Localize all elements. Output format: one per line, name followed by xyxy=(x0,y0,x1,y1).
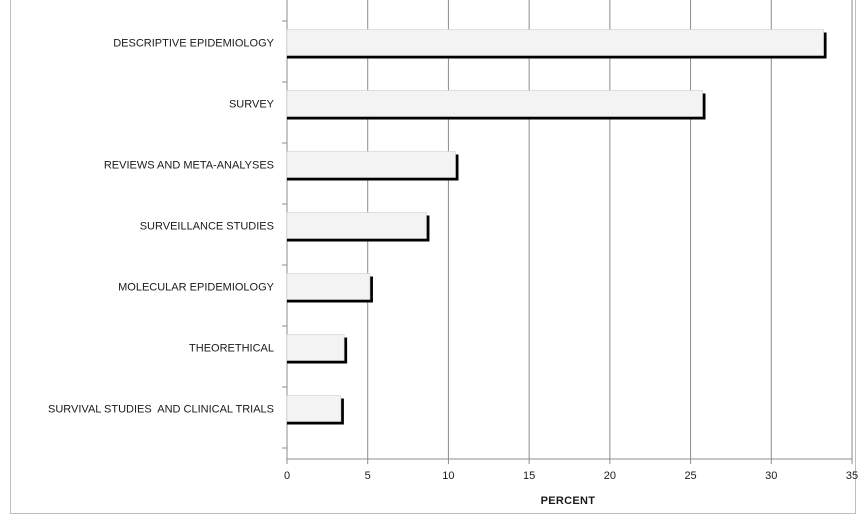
x-axis-title: PERCENT xyxy=(541,495,596,507)
bar xyxy=(286,395,342,422)
bar xyxy=(286,151,456,178)
x-tick-label-35: 35 xyxy=(846,470,858,482)
bar xyxy=(286,29,824,56)
x-tick-label-30: 30 xyxy=(765,470,777,482)
x-tick-label-20: 20 xyxy=(604,470,616,482)
x-tick-label-0: 0 xyxy=(284,470,290,482)
category-label: SURVEY xyxy=(229,99,275,111)
bar xyxy=(286,90,703,117)
category-label: THEORETHICAL xyxy=(189,343,274,355)
bar xyxy=(286,334,345,361)
chart-frame xyxy=(10,0,856,514)
category-label: MOLECULAR EPIDEMIOLOGY xyxy=(118,282,275,294)
bar xyxy=(286,212,427,239)
x-tick-labels: 0 5 10 15 20 25 30 35 xyxy=(284,470,858,482)
category-label: DESCRIPTIVE EPIDEMIOLOGY xyxy=(113,38,274,50)
x-tick-label-5: 5 xyxy=(365,470,371,482)
x-tick-label-25: 25 xyxy=(684,470,696,482)
x-tick-label-10: 10 xyxy=(442,470,454,482)
bars xyxy=(286,29,827,425)
x-tick-label-15: 15 xyxy=(523,470,535,482)
grid-lines xyxy=(367,0,853,459)
bar xyxy=(286,273,371,300)
category-labels: DESCRIPTIVE EPIDEMIOLOGY SURVEY REVIEWS AN… xyxy=(48,38,275,416)
category-label: SURVEILLANCE STUDIES xyxy=(140,221,274,233)
category-label: REVIEWS AND META-ANALYSES xyxy=(104,160,274,172)
category-label: SURVIVAL STUDIES AND CLINICAL TRIALS xyxy=(48,404,274,416)
